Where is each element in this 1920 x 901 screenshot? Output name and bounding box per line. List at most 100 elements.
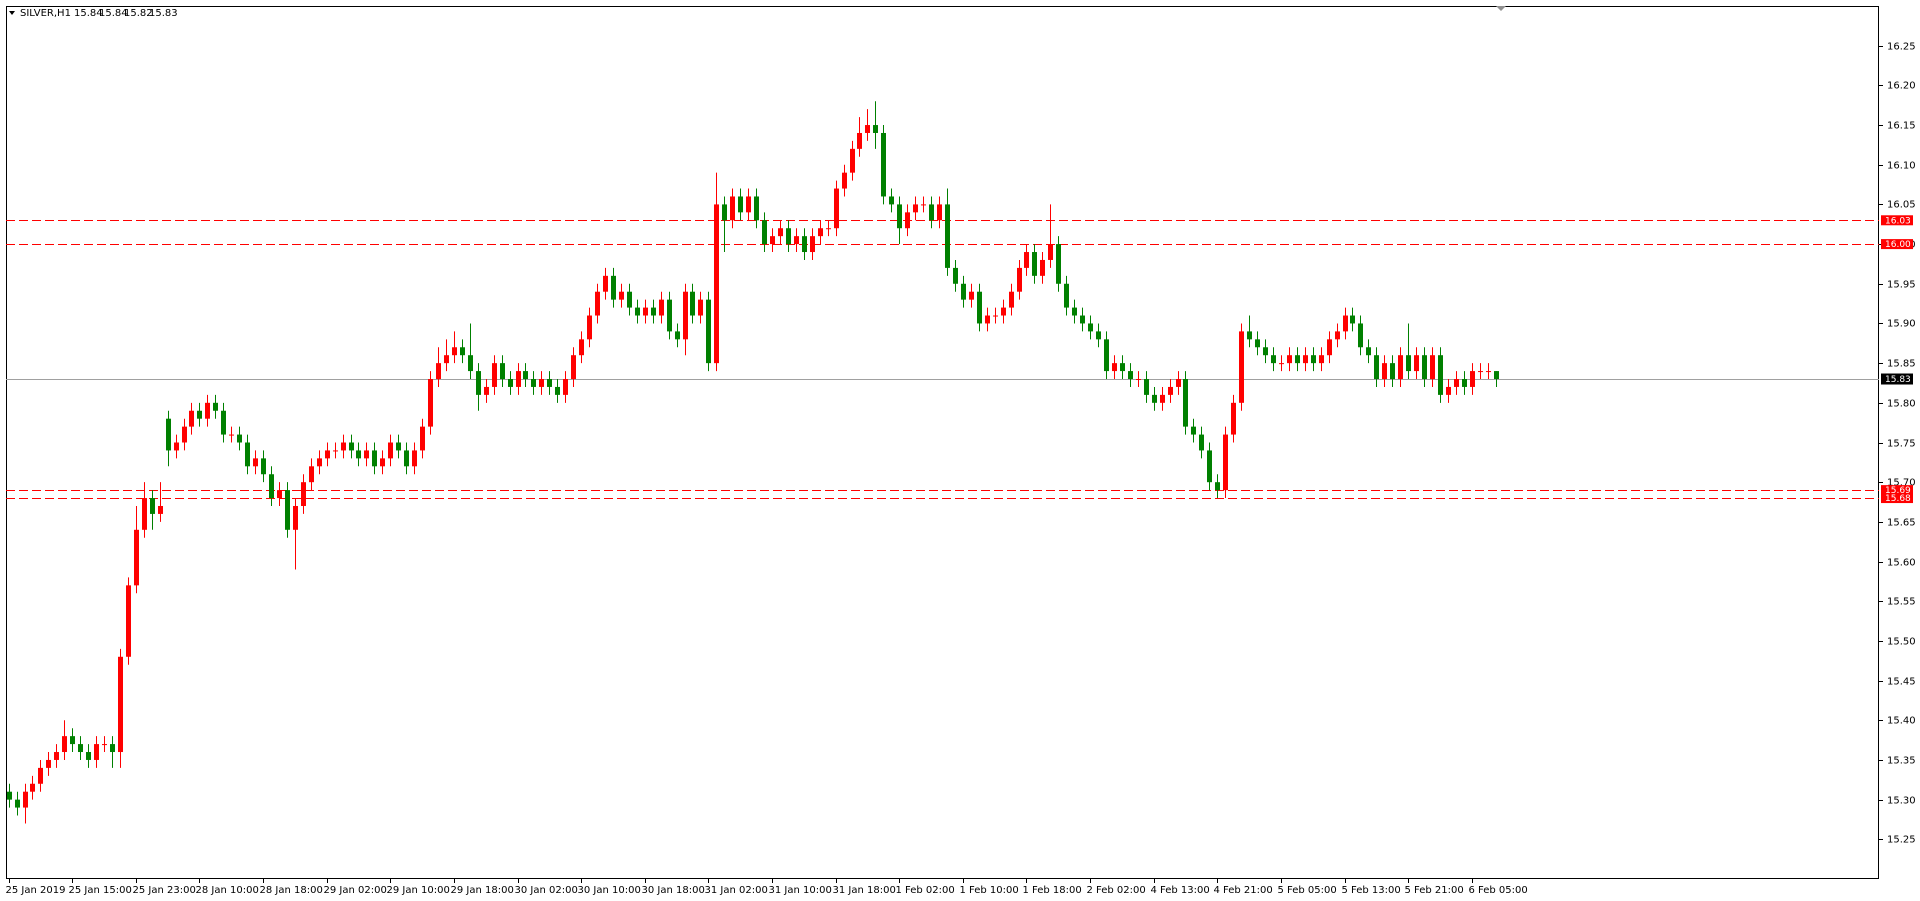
candle-body bbox=[1215, 482, 1220, 491]
level-label: 16.03 bbox=[1885, 216, 1911, 226]
candle-body bbox=[1374, 355, 1379, 380]
candle-body bbox=[842, 172, 847, 189]
candle-body bbox=[1454, 379, 1459, 387]
candle-body bbox=[818, 228, 823, 237]
candle-body bbox=[301, 482, 306, 506]
y-tick-label: 15.95 bbox=[1887, 280, 1916, 291]
candle-body bbox=[1040, 259, 1045, 276]
x-tick-label: 31 Jan 02:00 bbox=[705, 885, 768, 896]
candle-body bbox=[333, 450, 338, 452]
candle-body bbox=[746, 196, 751, 213]
candle-body bbox=[476, 371, 481, 395]
candle-body bbox=[1064, 283, 1069, 308]
candle-body bbox=[579, 339, 584, 356]
header-value: 15.82 bbox=[124, 8, 153, 19]
candle-body bbox=[611, 275, 616, 300]
candle-body bbox=[539, 379, 544, 387]
candle-body bbox=[881, 132, 886, 197]
candle-body bbox=[1430, 355, 1435, 380]
x-tick-label: 5 Feb 05:00 bbox=[1278, 885, 1337, 896]
candle-body bbox=[1263, 347, 1268, 356]
y-tick-label: 15.25 bbox=[1887, 835, 1916, 846]
y-tick-label: 15.90 bbox=[1887, 319, 1916, 330]
bid-label-bg bbox=[1881, 373, 1913, 385]
candle-body bbox=[189, 410, 194, 427]
candle-body bbox=[786, 228, 791, 245]
y-tick-label: 16.20 bbox=[1887, 81, 1916, 92]
candle-body bbox=[309, 466, 314, 483]
candle-body bbox=[142, 498, 147, 530]
candle-body bbox=[1422, 355, 1427, 380]
candle-body bbox=[404, 450, 409, 467]
x-tick-label: 31 Jan 10:00 bbox=[769, 885, 832, 896]
level-label-bg bbox=[1881, 215, 1913, 226]
candle-body bbox=[857, 132, 862, 149]
candle-body bbox=[722, 204, 727, 221]
candle-body bbox=[1176, 379, 1181, 387]
y-tick-label: 15.35 bbox=[1887, 756, 1916, 767]
candle-body bbox=[237, 434, 242, 443]
candle-body bbox=[388, 442, 393, 459]
x-tick-label: 5 Feb 21:00 bbox=[1405, 885, 1464, 896]
candle-body bbox=[70, 736, 75, 745]
candle-body bbox=[603, 275, 608, 292]
x-tick-label: 28 Jan 18:00 bbox=[260, 885, 323, 896]
candle-body bbox=[364, 450, 369, 459]
candle-body bbox=[492, 363, 497, 387]
candle-body bbox=[7, 791, 12, 800]
candle-body bbox=[961, 283, 966, 300]
candle-body bbox=[1271, 355, 1276, 364]
candle-body bbox=[595, 291, 600, 316]
candle-body bbox=[102, 744, 107, 746]
candle-body bbox=[571, 355, 576, 380]
candle-body bbox=[1056, 244, 1061, 284]
candle-body bbox=[1231, 402, 1236, 435]
candle-body bbox=[1136, 379, 1141, 381]
y-tick-label: 15.75 bbox=[1887, 439, 1916, 450]
candle-body bbox=[905, 212, 910, 229]
candle-body bbox=[826, 228, 831, 230]
candle-body bbox=[1048, 244, 1053, 260]
level-label: 16.00 bbox=[1885, 240, 1911, 250]
candle-body bbox=[1335, 331, 1340, 340]
candle-body bbox=[1009, 291, 1014, 308]
candle-body bbox=[1088, 323, 1093, 332]
candle-body bbox=[269, 474, 274, 499]
y-tick-label: 16.10 bbox=[1887, 161, 1916, 172]
candle-body bbox=[412, 450, 417, 467]
candle-body bbox=[770, 236, 775, 245]
candle-body bbox=[690, 291, 695, 316]
level-label-bg bbox=[1881, 493, 1913, 504]
candle-body bbox=[277, 490, 282, 499]
candle-body bbox=[667, 299, 672, 332]
candle-body bbox=[1486, 371, 1491, 373]
candle-body bbox=[1247, 331, 1252, 340]
level-label: 15.69 bbox=[1885, 486, 1911, 496]
x-tick-label: 6 Feb 05:00 bbox=[1469, 885, 1528, 896]
candle-body bbox=[1104, 339, 1109, 372]
candle-body bbox=[356, 450, 361, 459]
candle-body bbox=[30, 783, 35, 792]
candle-body bbox=[110, 744, 115, 753]
candle-body bbox=[897, 204, 902, 229]
x-tick-label: 4 Feb 21:00 bbox=[1214, 885, 1273, 896]
candle-body bbox=[1287, 355, 1292, 364]
candle-body bbox=[1438, 355, 1443, 395]
candle-body bbox=[1279, 363, 1284, 365]
candle-body bbox=[118, 656, 123, 753]
y-tick-label: 16.15 bbox=[1887, 121, 1916, 132]
candle-body bbox=[1017, 267, 1022, 292]
candle-body bbox=[325, 450, 330, 459]
candle-body bbox=[1191, 426, 1196, 435]
candle-body bbox=[452, 347, 457, 356]
y-tick-label: 15.60 bbox=[1887, 558, 1916, 569]
candle-body bbox=[1032, 252, 1037, 276]
y-tick-label: 15.85 bbox=[1887, 359, 1916, 370]
candle-body bbox=[762, 220, 767, 245]
candle-body bbox=[754, 196, 759, 221]
candle-body bbox=[285, 490, 290, 530]
candle-body bbox=[523, 371, 528, 380]
candle-body bbox=[1319, 355, 1324, 364]
candle-body bbox=[126, 585, 131, 657]
